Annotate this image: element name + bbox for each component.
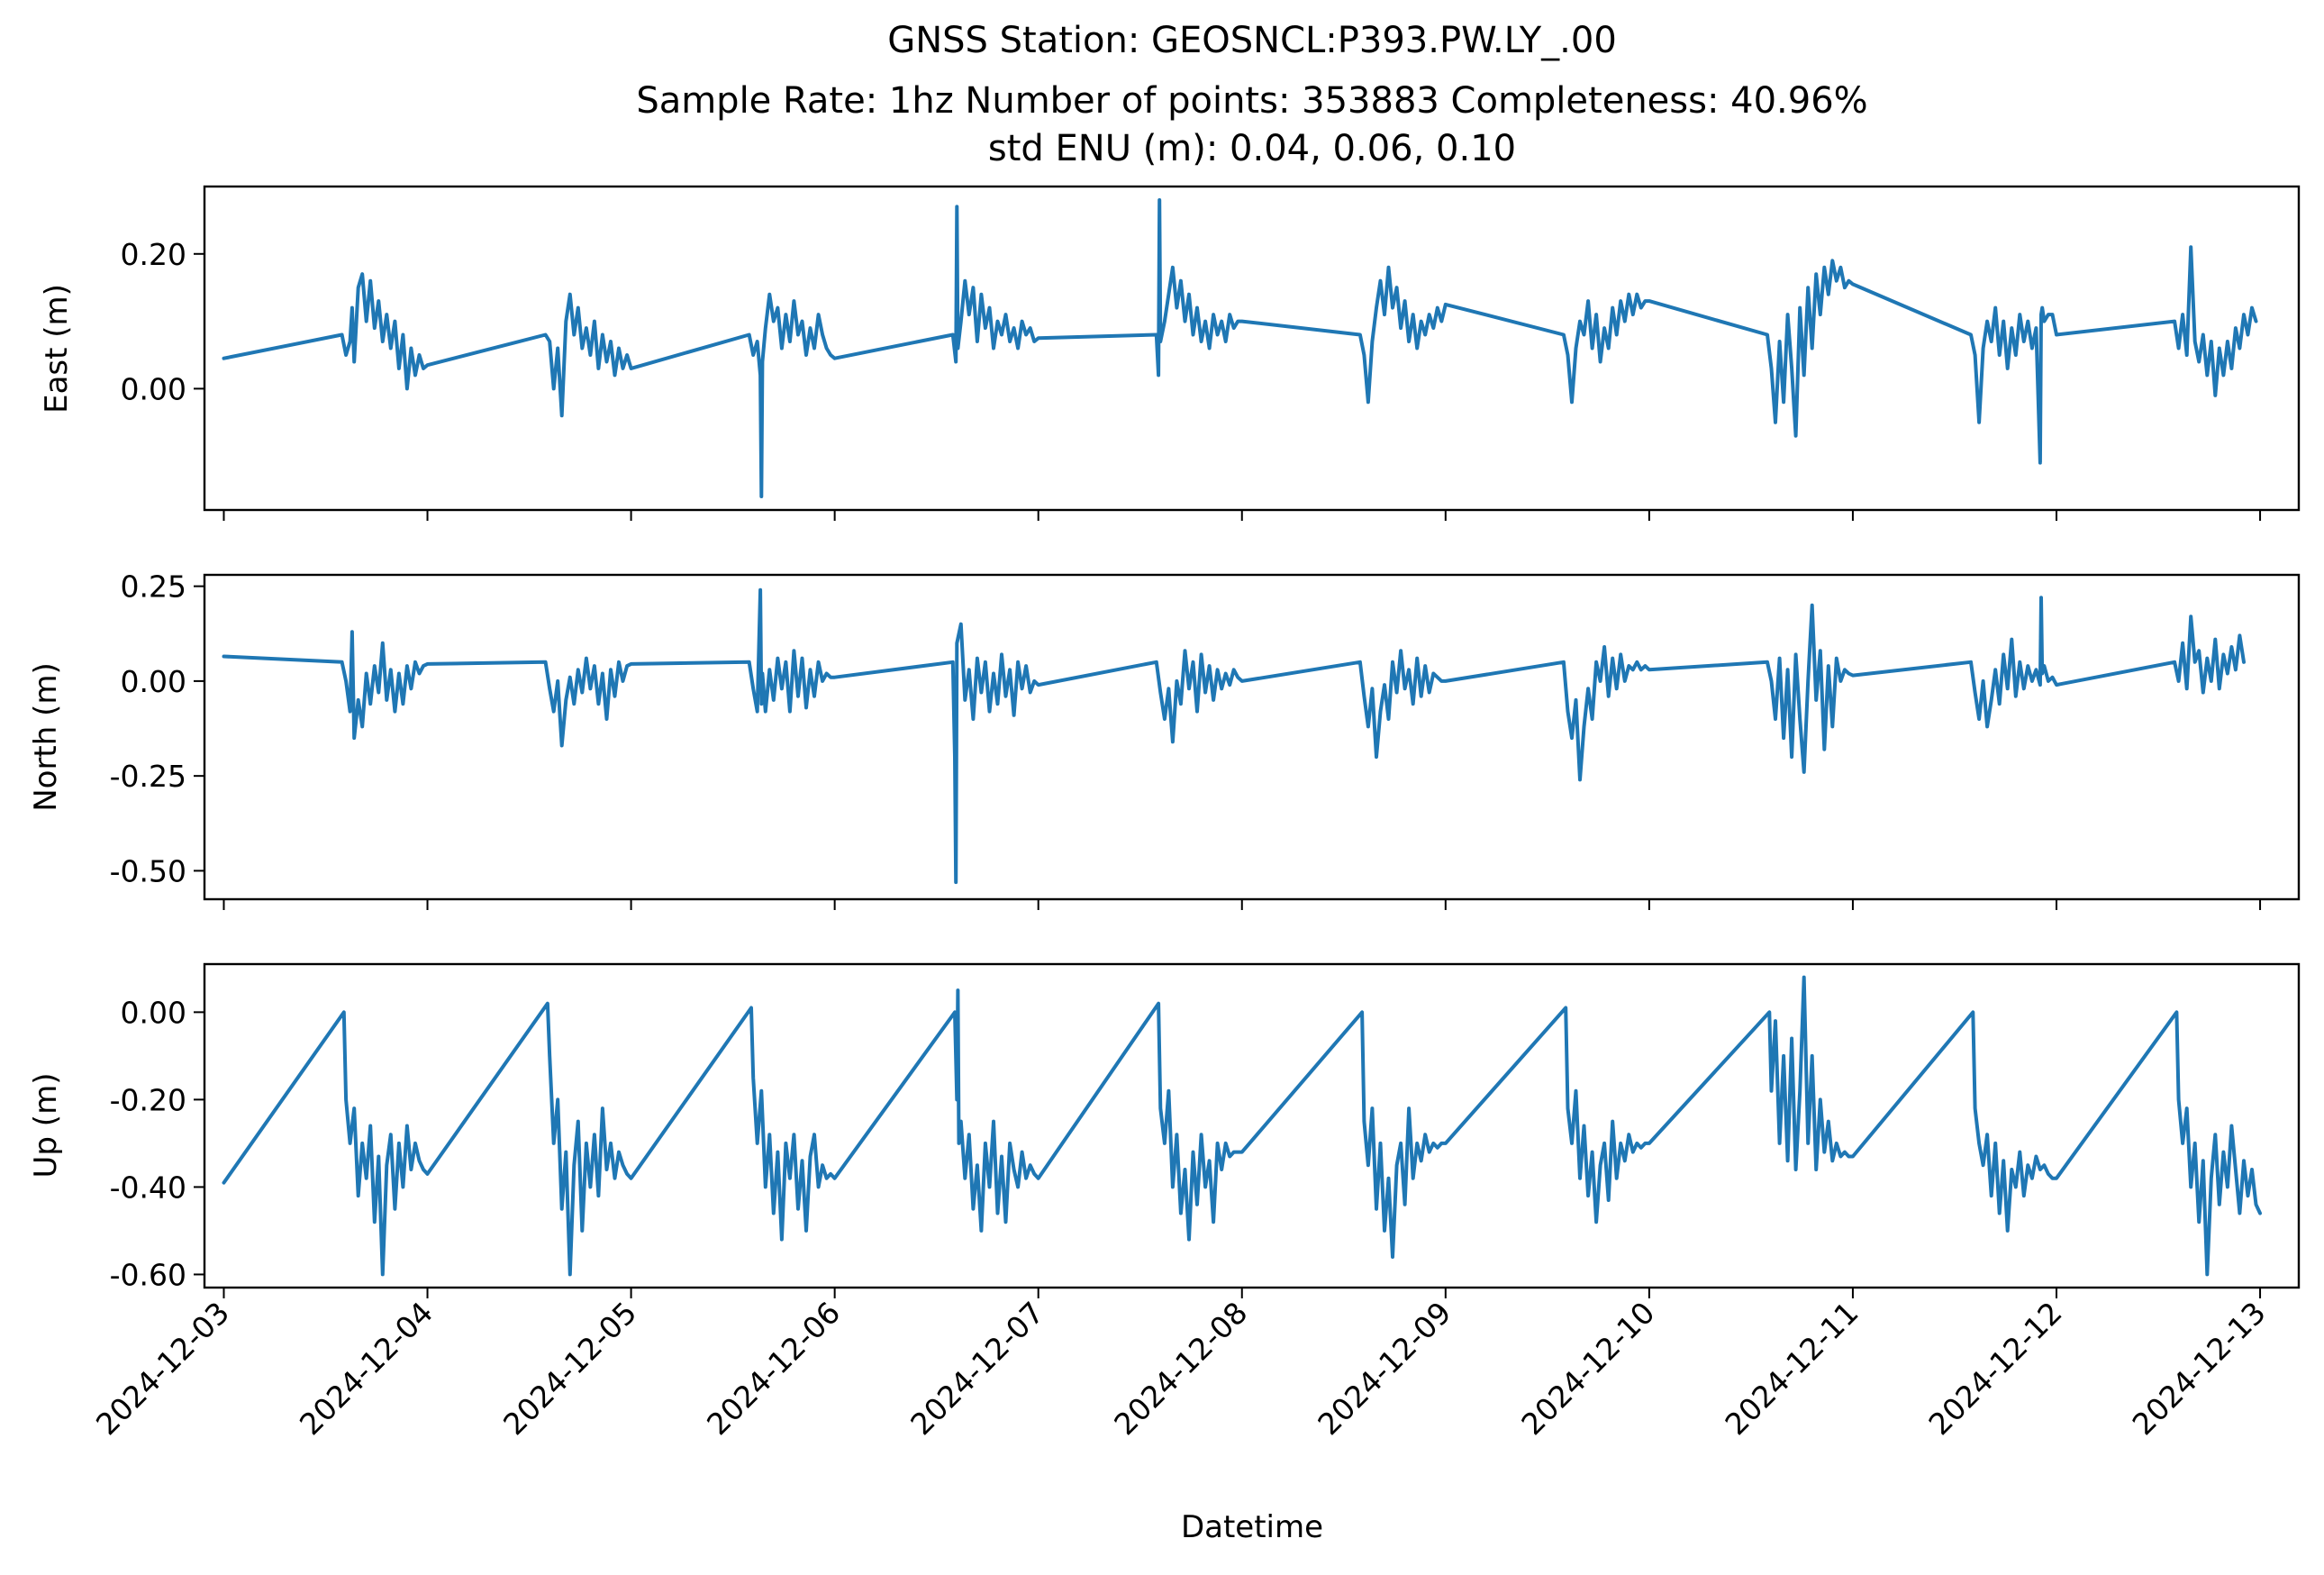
up-y-tick-label: -0.60 <box>110 1257 186 1292</box>
east-y-tick-label: 0.20 <box>121 237 186 272</box>
x-axis-label: Datetime <box>1181 1509 1323 1545</box>
north-series-line <box>222 587 2246 885</box>
north-panel: -0.50 -0.25 0.00 0.25 North (m) <box>28 569 2301 910</box>
chart-title-line-std: std ENU (m): 0.04, 0.06, 0.10 <box>988 128 1516 169</box>
up-y-tick-label: 0.00 <box>121 995 186 1030</box>
east-panel: 0.00 0.20 East (m) <box>39 185 2301 521</box>
up-y-ticks: -0.60 -0.40 -0.20 0.00 <box>110 995 204 1292</box>
east-x-ticks <box>222 510 2262 521</box>
up-plot-frame <box>203 962 2301 1289</box>
north-plot-frame <box>203 573 2301 901</box>
north-y-ticks: -0.50 -0.25 0.00 0.25 <box>110 569 204 888</box>
north-y-tick-label: 0.00 <box>121 664 186 699</box>
north-x-ticks <box>222 899 2262 910</box>
up-series-line <box>222 975 2262 1277</box>
chart-title-line-station: GNSS Station: GEOSNCL:P393.PW.LY_.00 <box>887 20 1617 61</box>
east-plot-frame <box>203 185 2301 512</box>
east-y-ticks: 0.00 0.20 <box>121 237 204 406</box>
east-series <box>222 198 2258 498</box>
north-series <box>222 587 2246 885</box>
east-y-axis-label: East (m) <box>39 284 75 414</box>
chart-title-line-sample-info: Sample Rate: 1hz Number of points: 35388… <box>636 80 1867 122</box>
north-y-tick-label: -0.25 <box>110 759 186 794</box>
up-y-axis-label: Up (m) <box>28 1073 64 1179</box>
chart-title: GNSS Station: GEOSNCL:P393.PW.LY_.00 Sam… <box>636 20 1867 169</box>
up-series <box>222 975 2262 1277</box>
north-y-tick-label: -0.50 <box>110 853 186 888</box>
north-y-axis-label: North (m) <box>28 662 64 812</box>
up-y-tick-label: -0.40 <box>110 1170 186 1205</box>
east-y-tick-label: 0.00 <box>121 371 186 406</box>
up-y-tick-label: -0.20 <box>110 1082 186 1117</box>
east-series-line <box>222 198 2258 498</box>
north-y-tick-label: 0.25 <box>121 569 186 605</box>
